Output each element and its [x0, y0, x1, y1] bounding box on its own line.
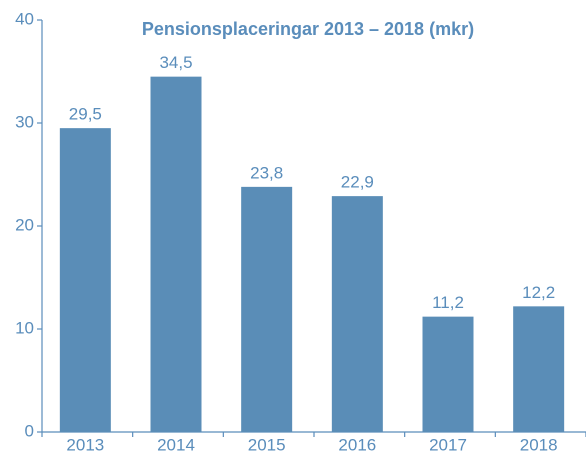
data-label: 29,5 [69, 105, 102, 124]
y-tick-label: 40 [15, 9, 34, 28]
data-label: 34,5 [159, 53, 192, 72]
bar [150, 76, 202, 433]
bar [331, 196, 383, 432]
y-tick-label: 10 [15, 318, 34, 337]
x-tick-label: 2015 [248, 435, 286, 454]
bar [241, 186, 293, 432]
data-label: 12,2 [522, 283, 555, 302]
bar [422, 316, 474, 432]
bar [513, 306, 565, 432]
y-tick-label: 30 [15, 112, 34, 131]
data-label: 23,8 [250, 163, 283, 182]
y-tick-label: 0 [25, 421, 34, 440]
data-label: 11,2 [432, 293, 464, 312]
x-tick-label: 2014 [157, 435, 195, 454]
x-tick-label: 2013 [66, 435, 104, 454]
x-tick-label: 2018 [520, 435, 558, 454]
y-tick-label: 20 [15, 215, 34, 234]
x-tick-label: 2016 [338, 435, 376, 454]
chart-title: Pensionsplaceringar 2013 – 2018 (mkr) [142, 19, 474, 39]
data-label: 22,9 [341, 173, 374, 192]
x-tick-label: 2017 [429, 435, 467, 454]
bar [59, 128, 111, 432]
